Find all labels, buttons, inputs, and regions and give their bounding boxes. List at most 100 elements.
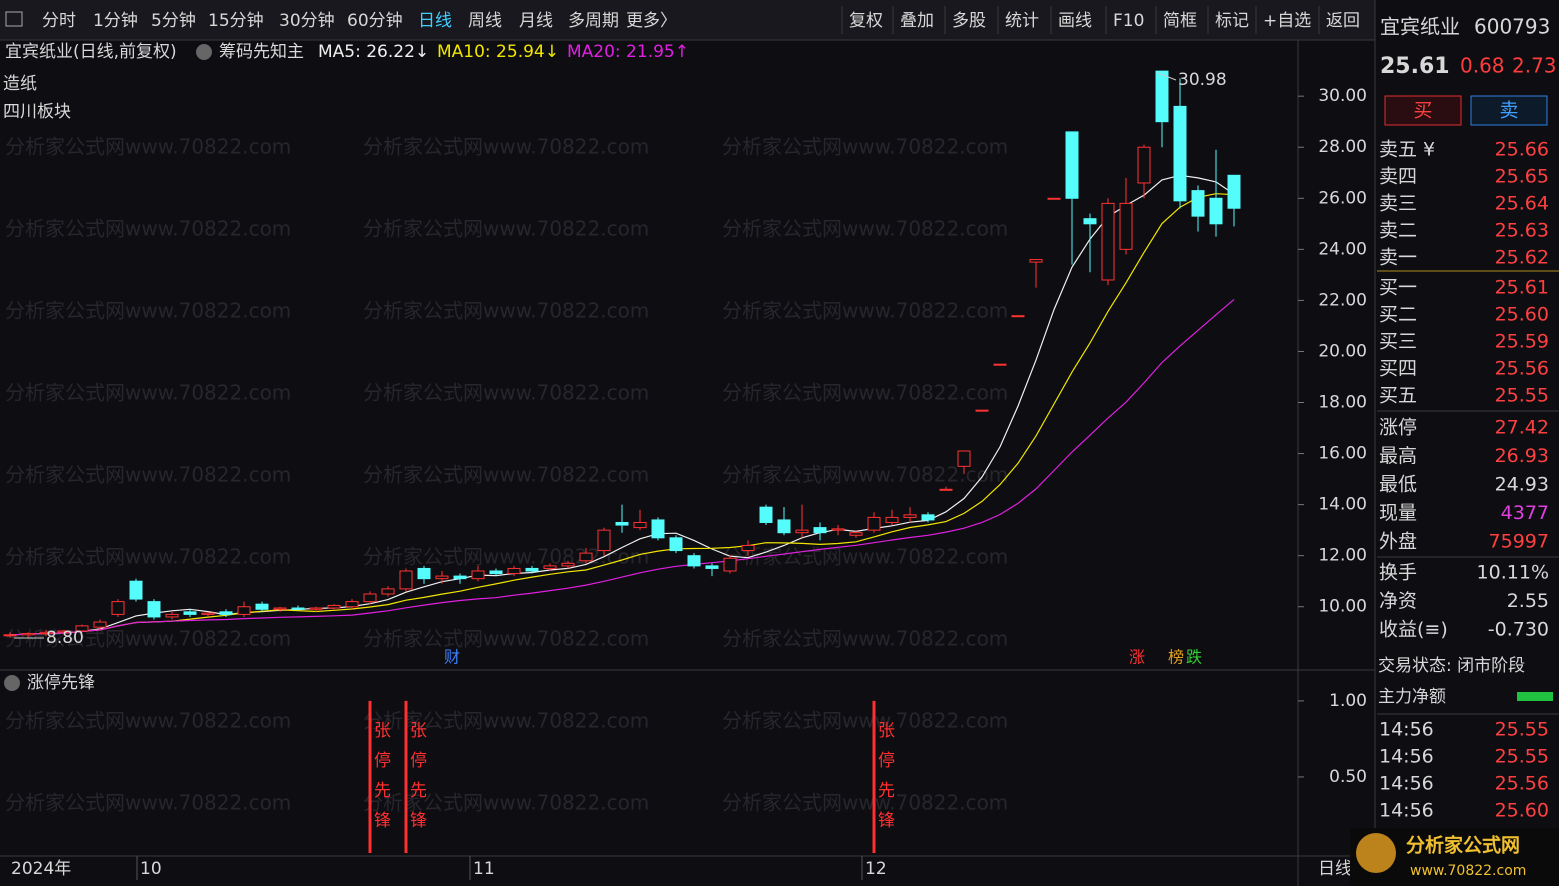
candle-body — [147, 601, 161, 618]
y-tick-label: 28.00 — [1318, 137, 1367, 157]
ma-line — [9, 193, 1235, 636]
period-tab[interactable]: 30分钟 — [279, 11, 335, 31]
row-label: 14:56 — [1379, 746, 1434, 768]
row-value: 26.93 — [1495, 445, 1549, 467]
tool-button[interactable]: F10 — [1113, 11, 1144, 31]
watermark: 分析家公式网www.70822.com — [722, 791, 1008, 815]
candle-body — [435, 575, 449, 580]
period-tab[interactable]: 1分钟 — [93, 11, 138, 31]
industry: 造纸 — [3, 74, 37, 94]
change: 0.68 — [1460, 54, 1505, 78]
candle-body — [777, 519, 791, 534]
tool-button[interactable]: 复权 — [849, 11, 883, 31]
watermark: 分析家公式网www.70822.com — [722, 381, 1008, 405]
candle-body — [597, 529, 611, 552]
row-label: 卖四 — [1379, 166, 1417, 188]
signal-text: 张停先锋 — [370, 721, 391, 841]
period-tab[interactable]: 周线 — [468, 11, 502, 31]
candle-body — [93, 621, 107, 628]
candle-body — [759, 506, 773, 523]
period-tab[interactable]: 更多〉 — [626, 11, 677, 31]
candle-body — [1137, 146, 1151, 184]
candle-body — [687, 555, 701, 567]
tool-button[interactable]: 多股 — [952, 11, 986, 31]
watermark: 分析家公式网www.70822.com — [722, 135, 1008, 159]
candle-body — [957, 450, 971, 467]
tool-button[interactable]: 叠加 — [900, 11, 934, 31]
stock-code: 600793 — [1474, 15, 1550, 39]
tool-button[interactable]: 简框 — [1163, 11, 1197, 31]
candle-body — [1209, 197, 1223, 225]
candle-body — [1191, 190, 1205, 217]
logo-name: 分析家公式网 — [1406, 834, 1520, 857]
stock-name: 宜宾纸业 — [1380, 15, 1460, 39]
watermark: 分析家公式网www.70822.com — [363, 217, 649, 241]
tool-button[interactable]: 返回 — [1326, 11, 1360, 31]
candle-body — [219, 611, 233, 615]
candle-body — [417, 567, 431, 580]
candle-body — [363, 593, 377, 603]
sell-label[interactable]: 卖 — [1499, 100, 1518, 122]
row-value: 25.56 — [1495, 773, 1549, 795]
tool-button[interactable]: 统计 — [1005, 11, 1039, 31]
tool-button[interactable]: 标记 — [1215, 11, 1249, 31]
watermark: 分析家公式网www.70822.com — [5, 381, 291, 405]
candle-body — [39, 631, 53, 635]
buy-label[interactable]: 买 — [1413, 100, 1432, 122]
watermark: 分析家公式网www.70822.com — [363, 299, 649, 323]
candle-body — [741, 544, 755, 552]
row-label: 买四 — [1379, 358, 1417, 380]
net-flow-bar — [1517, 692, 1553, 701]
period-tab[interactable]: 月线 — [519, 11, 553, 31]
x-label: 12 — [865, 859, 887, 879]
row-value: 25.55 — [1495, 746, 1549, 768]
x-label: 2024年 — [11, 859, 71, 879]
sell-button[interactable] — [1470, 95, 1548, 126]
signal-bar — [368, 700, 372, 853]
candle-body — [489, 570, 503, 575]
candle-body — [579, 552, 593, 562]
period-tab[interactable]: 多周期 — [568, 11, 619, 31]
row-label: 最高 — [1379, 445, 1417, 467]
candle-body — [615, 521, 629, 526]
change-pct: 2.73 — [1512, 54, 1557, 78]
watermark: 分析家公式网www.70822.com — [5, 791, 291, 815]
row-value: 25.55 — [1495, 385, 1549, 407]
price: 25.61 — [1380, 54, 1450, 79]
candle-body — [237, 606, 251, 615]
watermark: 分析家公式网www.70822.com — [722, 709, 1008, 733]
net-flow: 主力净额 — [1378, 687, 1446, 707]
candle-body — [111, 601, 125, 615]
candle-body — [849, 532, 863, 536]
ma-line — [9, 298, 1235, 636]
candle-body — [309, 607, 323, 610]
candle-body — [993, 363, 1007, 366]
watermark: 分析家公式网www.70822.com — [5, 627, 291, 651]
row-label: 14:56 — [1379, 800, 1434, 822]
period-tab[interactable]: 日线 — [418, 11, 452, 31]
event-marker[interactable]: 财 — [444, 648, 460, 667]
candle-body — [57, 630, 71, 633]
event-marker[interactable]: 涨 — [1129, 648, 1145, 667]
y-tick-label: 24.00 — [1318, 239, 1367, 259]
watermark: 分析家公式网www.70822.com — [722, 627, 1008, 651]
period-tab[interactable]: 分时 — [42, 11, 76, 31]
watermark: 分析家公式网www.70822.com — [363, 709, 649, 733]
event-marker[interactable]: 跌 — [1186, 648, 1202, 667]
event-marker[interactable]: 榜 — [1168, 648, 1184, 667]
period-tab[interactable]: 5分钟 — [151, 11, 196, 31]
row-label: 卖一 — [1379, 247, 1417, 269]
period-tab[interactable]: 15分钟 — [208, 11, 264, 31]
tool-button[interactable]: +自选 — [1263, 11, 1311, 31]
buy-button[interactable] — [1384, 95, 1462, 126]
candle-body — [201, 612, 215, 615]
y-tick-label: 10.00 — [1318, 597, 1367, 617]
period-tab[interactable]: 60分钟 — [347, 11, 403, 31]
tool-button[interactable]: 画线 — [1058, 11, 1092, 31]
y-tick-label: 16.00 — [1318, 444, 1367, 464]
ma-label: MA5: 26.22↓ — [318, 42, 429, 62]
row-value: 25.65 — [1495, 166, 1549, 188]
candle-body — [327, 604, 341, 609]
watermark: 分析家公式网www.70822.com — [363, 463, 649, 487]
signal-text: 张停先锋 — [874, 721, 895, 841]
